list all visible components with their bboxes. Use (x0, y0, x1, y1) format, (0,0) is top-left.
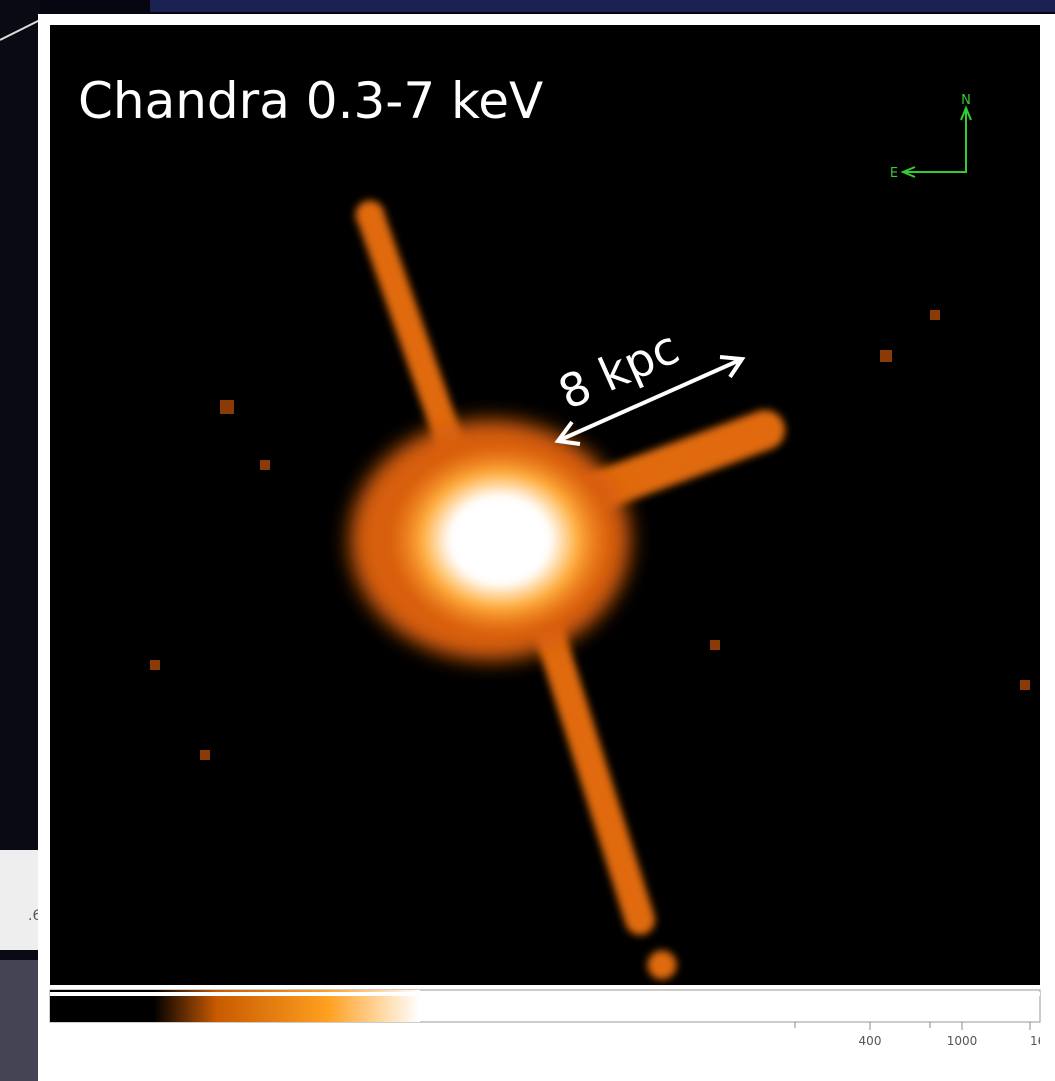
compass-north: N (961, 93, 971, 108)
top-strip (150, 0, 1055, 12)
page: .6 N E Chandra 0.3-7 keV 8 kpc (0, 0, 1055, 1081)
left-photo (0, 960, 40, 1081)
image-title: Chandra 0.3-7 keV (78, 72, 543, 130)
compass-east: E (890, 166, 898, 181)
colorbar-tick-label: 1000 (947, 1034, 978, 1048)
figure: .6 N E Chandra 0.3-7 keV 8 kpc (0, 0, 1055, 1081)
colorbar-tick-label: 400 (859, 1034, 882, 1048)
left-panel (0, 850, 40, 950)
